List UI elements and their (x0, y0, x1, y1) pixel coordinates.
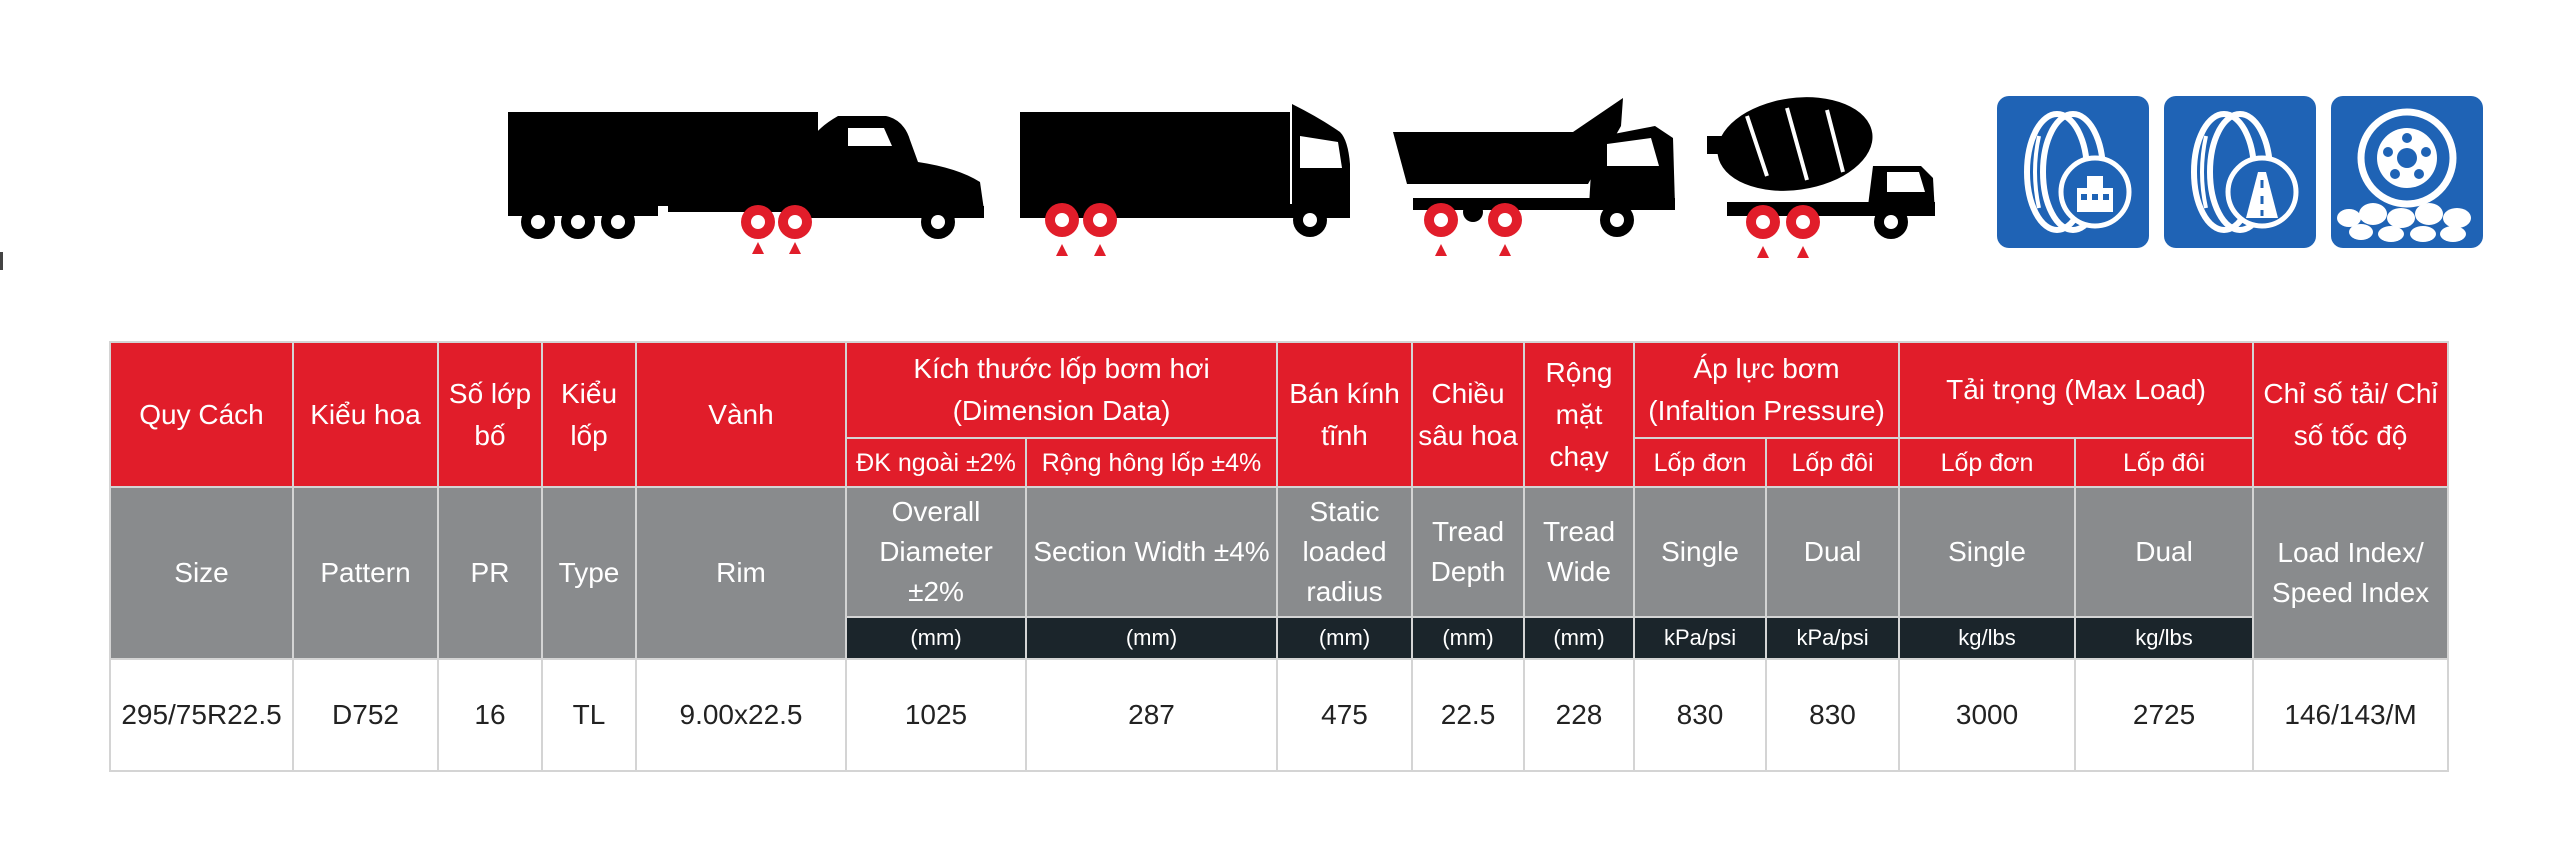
semi-trailer-truck (508, 110, 988, 260)
header-pr-vn: Số lớp bố (437, 341, 543, 488)
header-rim-vn: Vành (635, 341, 847, 488)
header-load-single-en: Single (1898, 486, 2077, 618)
box-truck (1020, 104, 1360, 264)
header-static-radius-en: Static loaded radius (1276, 486, 1414, 618)
header-overall-dia-en: Overall Diameter ±2% (845, 486, 1027, 618)
drive-wheel-icon (741, 205, 812, 254)
subheader-load-single-vn: Lốp đơn (1898, 437, 2077, 488)
subheader-overall-dia-vn: ĐK ngoài ±2% (845, 437, 1027, 488)
header-pr-en: PR (437, 486, 543, 660)
off-road-icon (2331, 96, 2483, 248)
table-row: 295/75R22.5 D752 16 TL 9.00x22.5 1025 28… (109, 658, 2450, 772)
cell-overall-dia: 1025 (845, 658, 1027, 772)
header-index-en: Load Index/ Speed Index (2252, 486, 2450, 660)
edge-mark (0, 252, 3, 270)
header-section-width-en: Section Width ±4% (1024, 486, 1279, 618)
cell-rim: 9.00x22.5 (635, 658, 847, 772)
cell-size: 295/75R22.5 (109, 658, 294, 772)
unit-static-radius: (mm) (1276, 616, 1414, 660)
header-pattern-vn: Kiểu hoa (292, 341, 439, 488)
cell-load-single: 3000 (1898, 658, 2077, 772)
header-type-vn: Kiểu lốp (541, 341, 637, 488)
cell-pressure-dual: 830 (1765, 658, 1901, 772)
header-size-en: Size (109, 486, 294, 660)
cell-tread-depth: 22.5 (1411, 658, 1526, 772)
header-size-vn: Quy Cách (109, 341, 294, 488)
cell-tread-wide: 228 (1523, 658, 1636, 772)
concrete-mixer-truck (1707, 96, 1947, 264)
header-load-dual-en: Dual (2074, 486, 2255, 618)
header-tread-wide-vn: Rộng mặt chạy (1523, 341, 1636, 488)
subheader-pressure-dual-vn: Lốp đôi (1765, 437, 1901, 488)
cell-pattern: D752 (292, 658, 439, 772)
unit-tread-depth: (mm) (1411, 616, 1526, 660)
cell-load-dual: 2725 (2074, 658, 2255, 772)
header-rim-en: Rim (635, 486, 847, 660)
unit-pressure-single: kPa/psi (1633, 616, 1768, 660)
header-pressure-vn: Áp lực bơm (Infaltion Pressure) (1633, 341, 1901, 439)
cell-section-width: 287 (1024, 658, 1279, 772)
subheader-pressure-single-vn: Lốp đơn (1633, 437, 1768, 488)
header-tread-depth-en: Tread Depth (1411, 486, 1526, 618)
subheader-load-dual-vn: Lốp đôi (2074, 437, 2255, 488)
highway-icon (2164, 96, 2316, 248)
dump-truck (1393, 94, 1693, 264)
header-pattern-en: Pattern (292, 486, 439, 660)
header-index-vn: Chỉ số tải/ Chỉ số tốc độ (2252, 341, 2450, 488)
unit-section-width: (mm) (1024, 616, 1279, 660)
header-tread-wide-en: Tread Wide (1523, 486, 1636, 618)
header-tread-depth-vn: Chiều sâu hoa (1411, 341, 1526, 488)
drive-wheel-icon (1045, 203, 1117, 256)
cell-pr: 16 (437, 658, 543, 772)
header-type-en: Type (541, 486, 637, 660)
header-static-radius-vn: Bán kính tĩnh (1276, 341, 1414, 488)
header-pressure-dual-en: Dual (1765, 486, 1901, 618)
unit-load-single: kg/lbs (1898, 616, 2077, 660)
unit-overall-dia: (mm) (845, 616, 1027, 660)
unit-pressure-dual: kPa/psi (1765, 616, 1901, 660)
unit-load-dual: kg/lbs (2074, 616, 2255, 660)
header-dimension-vn: Kích thước lốp bơm hơi (Dimension Data) (844, 341, 1279, 439)
cell-index: 146/143/M (2252, 658, 2450, 772)
header-load-vn: Tải trọng (Max Load) (1898, 341, 2255, 439)
tire-spec-table: Quy Cách Kiểu hoa Số lớp bố Kiểu lốp Vàn… (109, 341, 2450, 772)
drive-wheel-icon (1746, 205, 1820, 258)
cell-type: TL (541, 658, 637, 772)
cell-static-radius: 475 (1276, 658, 1414, 772)
subheader-section-width-vn: Rộng hông lốp ±4% (1024, 437, 1279, 488)
cell-pressure-single: 830 (1633, 658, 1768, 772)
urban-road-icon (1997, 96, 2149, 248)
drive-wheel-icon (1424, 203, 1522, 256)
header-pressure-single-en: Single (1633, 486, 1768, 618)
unit-tread-wide: (mm) (1523, 616, 1636, 660)
